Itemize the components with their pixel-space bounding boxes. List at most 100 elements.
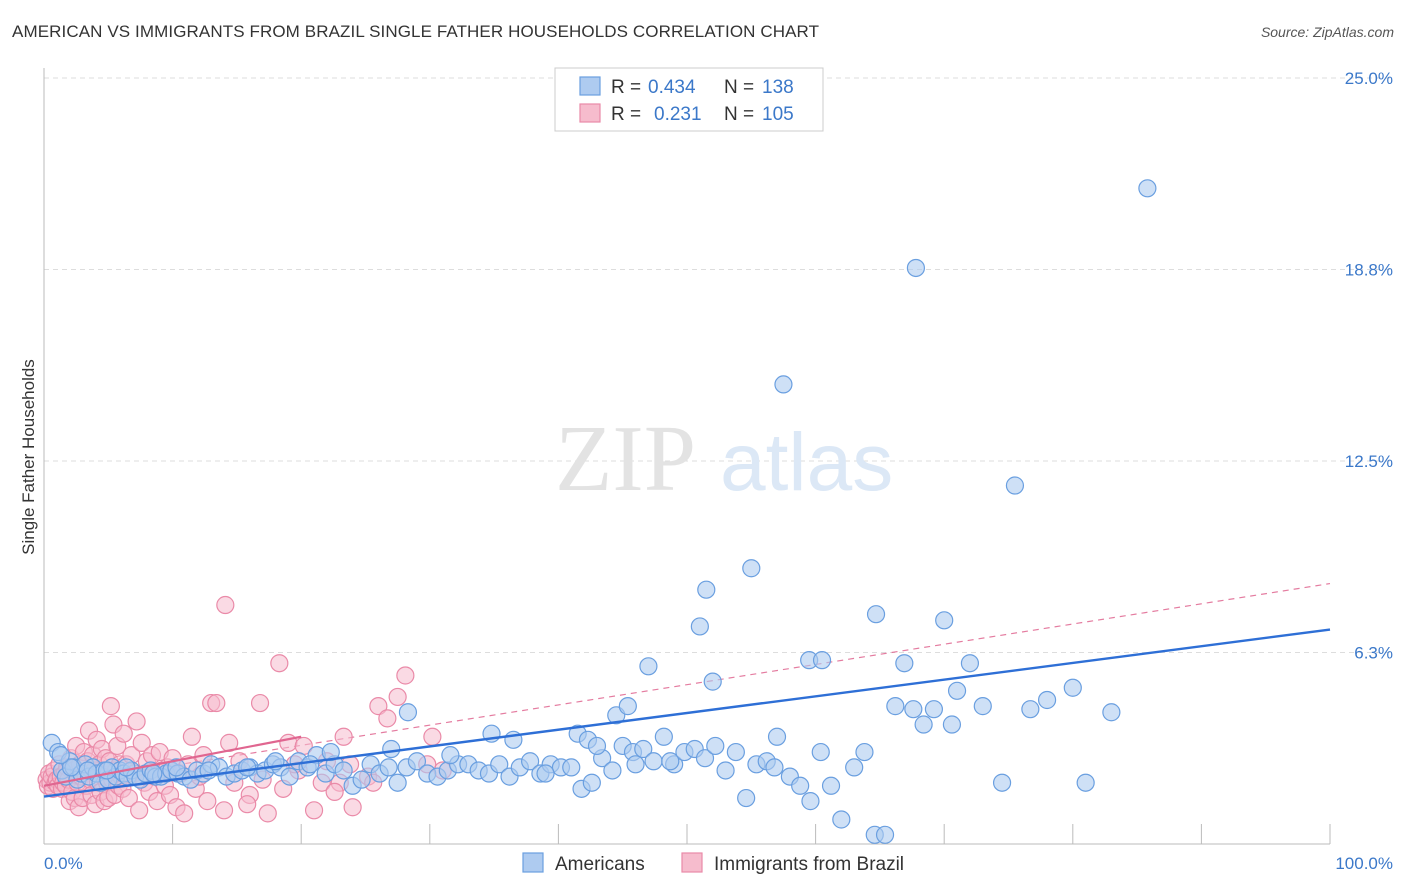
brazil-point-98 <box>270 654 289 673</box>
american-point-125 <box>618 697 637 716</box>
brazil-point-67 <box>132 733 151 752</box>
american-point-99 <box>832 810 851 829</box>
american-point-97 <box>811 742 830 762</box>
brazil-point-104 <box>334 727 353 746</box>
american-point-110 <box>947 681 967 700</box>
y-tick-label-2: 18.8% <box>1345 261 1393 280</box>
watermark-zip: ZIP <box>555 407 696 511</box>
american-point-93 <box>767 727 787 746</box>
series-legend-swatch-brazil <box>681 852 703 873</box>
watermark-atlas: atlas <box>720 417 893 508</box>
brazil-point-112 <box>216 595 235 615</box>
american-point-152 <box>144 764 163 783</box>
brazil-point-114 <box>238 795 257 814</box>
brazil-point-97 <box>258 804 277 823</box>
american-point-119 <box>960 654 980 673</box>
american-point-122 <box>812 651 832 670</box>
american-point-126 <box>703 672 722 691</box>
american-point-106 <box>904 700 923 719</box>
brazil-point-122 <box>388 687 407 707</box>
y-axis-labels: 6.3% 12.5% 18.8% 25.0% <box>1345 69 1393 663</box>
american-point-108 <box>924 700 944 719</box>
american-point-50 <box>334 761 353 780</box>
american-point-77 <box>603 761 622 780</box>
american-point-69 <box>521 752 540 771</box>
american-points <box>42 179 1157 844</box>
legend-r-value-americans: 0.434 <box>648 77 696 98</box>
american-point-111 <box>973 697 992 716</box>
legend-r-label-brazil: R = <box>611 104 641 125</box>
american-point-153 <box>117 758 136 777</box>
american-point-137 <box>774 375 793 394</box>
american-point-107 <box>914 715 933 734</box>
american-point-140 <box>1138 179 1157 198</box>
x-tick-label-max: 100.0% <box>1335 854 1393 873</box>
american-point-139 <box>906 258 926 278</box>
brazil-point-66 <box>130 801 149 820</box>
american-point-116 <box>1076 773 1095 792</box>
american-point-109 <box>942 715 962 734</box>
american-point-101 <box>855 742 874 762</box>
american-point-136 <box>742 559 761 578</box>
brazil-point-101 <box>304 801 324 820</box>
american-point-151 <box>167 758 186 777</box>
series-legend-swatch-americans <box>522 852 544 873</box>
series-legend-label-americans: Americans <box>555 854 645 875</box>
american-point-120 <box>992 773 1012 792</box>
american-point-145 <box>441 746 460 765</box>
legend-swatch-americans <box>579 76 601 96</box>
american-point-80 <box>634 739 653 759</box>
american-point-82 <box>654 727 673 746</box>
series-legend: Americans Immigrants from Brazil <box>522 852 904 875</box>
brazil-point-65 <box>127 712 146 731</box>
brazil-trend-line-extended <box>43 582 1331 787</box>
legend-swatch-brazil <box>579 103 601 123</box>
american-point-96 <box>801 792 820 811</box>
brazil-point-109 <box>396 666 415 685</box>
american-point-118 <box>935 611 954 630</box>
brazil-trend-line <box>43 735 302 787</box>
american-point-123 <box>690 617 709 636</box>
american-point-104 <box>886 697 905 716</box>
y-axis-title: Single Father Households <box>19 359 38 555</box>
x-tick-label-min: 0.0% <box>44 854 83 873</box>
american-point-75 <box>582 773 601 792</box>
american-point-149 <box>238 758 257 777</box>
american-point-117 <box>1102 703 1121 722</box>
brazil-point-110 <box>423 727 442 746</box>
brazil-point-62 <box>119 788 138 808</box>
legend-r-label-americans: R = <box>611 77 641 98</box>
american-point-154 <box>97 761 117 780</box>
american-point-156 <box>61 758 81 777</box>
american-point-141 <box>765 758 784 777</box>
american-point-98 <box>821 776 841 795</box>
american-point-148 <box>301 755 320 774</box>
american-point-87 <box>706 736 725 756</box>
american-point-105 <box>895 654 914 673</box>
y-tick-label-3: 25.0% <box>1345 69 1393 88</box>
american-point-89 <box>726 742 745 762</box>
correlation-legend: R = 0.434 N = 138 R = 0.231 N = 105 <box>554 67 824 132</box>
legend-r-value-brazil: 0.231 <box>654 104 702 125</box>
american-point-131 <box>587 736 607 756</box>
american-point-112 <box>1005 476 1025 495</box>
american-point-147 <box>321 742 340 762</box>
brazil-point-91 <box>214 801 234 820</box>
american-point-135 <box>697 580 716 599</box>
american-point-52 <box>352 770 371 789</box>
american-point-88 <box>716 761 735 780</box>
brazil-point-82 <box>175 804 194 823</box>
brazil-point-96 <box>250 693 270 713</box>
axes <box>43 68 1331 845</box>
brazil-point-60 <box>114 724 133 743</box>
brazil-point-50 <box>101 697 120 716</box>
y-tick-label-0: 6.3% <box>1354 644 1393 663</box>
american-point-73 <box>562 758 581 777</box>
american-point-81 <box>644 752 663 771</box>
legend-n-value-americans: 138 <box>762 77 794 98</box>
american-point-44 <box>280 767 299 786</box>
series-legend-label-brazil: Immigrants from Brazil <box>714 854 904 875</box>
american-point-55 <box>379 758 398 777</box>
brazil-point-107 <box>369 697 388 716</box>
